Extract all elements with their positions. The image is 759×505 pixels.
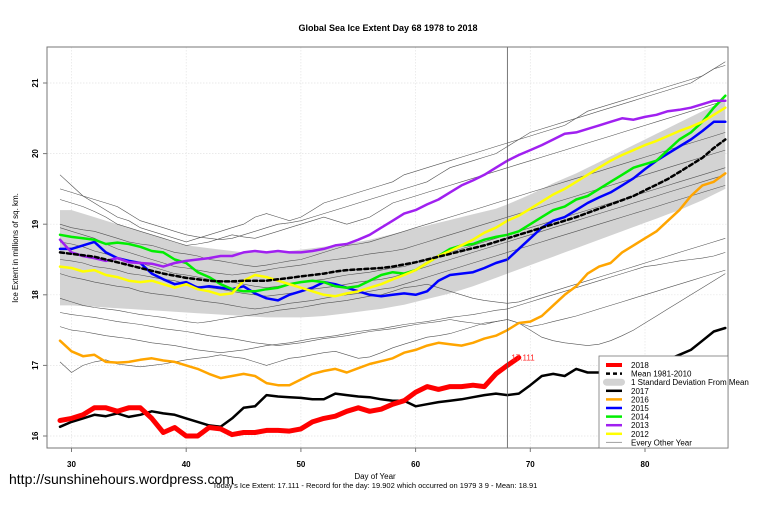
- x-axis-ticks: 30 40 50 60 70 80: [67, 448, 650, 469]
- other-year-line: [59, 65, 726, 243]
- y-axis-label: Ice Extent in millions of sq. km.: [11, 193, 20, 303]
- legend-item-2012-label: 2012: [631, 430, 649, 439]
- x-tick-label: 80: [641, 460, 650, 469]
- legend-item-mean-1981-2010-label: Mean 1981-2010: [631, 370, 692, 379]
- legend-item-1-standard-deviation-from-mean-swatch: [603, 378, 625, 386]
- x-tick-label: 60: [411, 460, 420, 469]
- y-tick-label: 19: [31, 219, 40, 228]
- y-tick-label: 20: [31, 149, 40, 158]
- x-tick-label: 30: [67, 460, 76, 469]
- legend-item-2016-label: 2016: [631, 395, 649, 404]
- y-tick-label: 18: [31, 290, 40, 299]
- y-tick-label: 17: [31, 360, 40, 369]
- x-tick-label: 40: [182, 460, 191, 469]
- std-dev-band: [60, 100, 726, 318]
- other-year-line: [59, 238, 726, 324]
- other-year-line: [59, 100, 726, 246]
- legend-item-1-standard-deviation-from-mean-label: 1 Standard Deviation From Mean: [631, 378, 749, 387]
- series-line-mean-1981-2010: [58, 138, 727, 283]
- x-tick-label: 50: [296, 460, 305, 469]
- footer-note: Today's Ice Extent: 17.111 - Record for …: [213, 481, 538, 490]
- chart-title: Global Sea Ice Extent Day 68 1978 to 201…: [298, 23, 477, 33]
- legend-item-every-other-year-label: Every Other Year: [631, 438, 692, 447]
- legend-item-2018-label: 2018: [631, 361, 649, 370]
- other-year-line: [59, 61, 726, 241]
- other-year-line: [59, 185, 726, 310]
- other-year-line: [59, 273, 726, 346]
- series-line-2014: [58, 94, 727, 293]
- series-line-2018: [57, 355, 522, 439]
- current-value-annotation: 17.111: [511, 354, 535, 363]
- std-dev-band-layer: [60, 100, 726, 318]
- series-layer: [57, 94, 727, 439]
- series-line-2013: [58, 99, 727, 268]
- legend-item-2015-label: 2015: [631, 404, 649, 413]
- x-tick-label: 70: [526, 460, 535, 469]
- y-tick-label: 21: [31, 78, 40, 87]
- plot-frame: [46, 46, 729, 449]
- y-tick-label: 16: [31, 431, 40, 440]
- other-year-line: [59, 174, 726, 297]
- watermark-url[interactable]: http://sunshinehours.wordpress.com: [9, 471, 234, 487]
- series-line-2016: [58, 172, 727, 387]
- other-year-line: [59, 252, 726, 354]
- legend-item-2013-label: 2013: [631, 421, 649, 430]
- legend-item-2017-label: 2017: [631, 387, 649, 396]
- other-year-line: [59, 132, 726, 267]
- series-line-2012: [58, 106, 727, 298]
- series-line-2015: [58, 120, 727, 302]
- y-axis-ticks: 16 17 18 19 20 21: [31, 78, 47, 440]
- legend-item-2014-label: 2014: [631, 413, 649, 422]
- x-axis-label: Day of Year: [354, 472, 396, 481]
